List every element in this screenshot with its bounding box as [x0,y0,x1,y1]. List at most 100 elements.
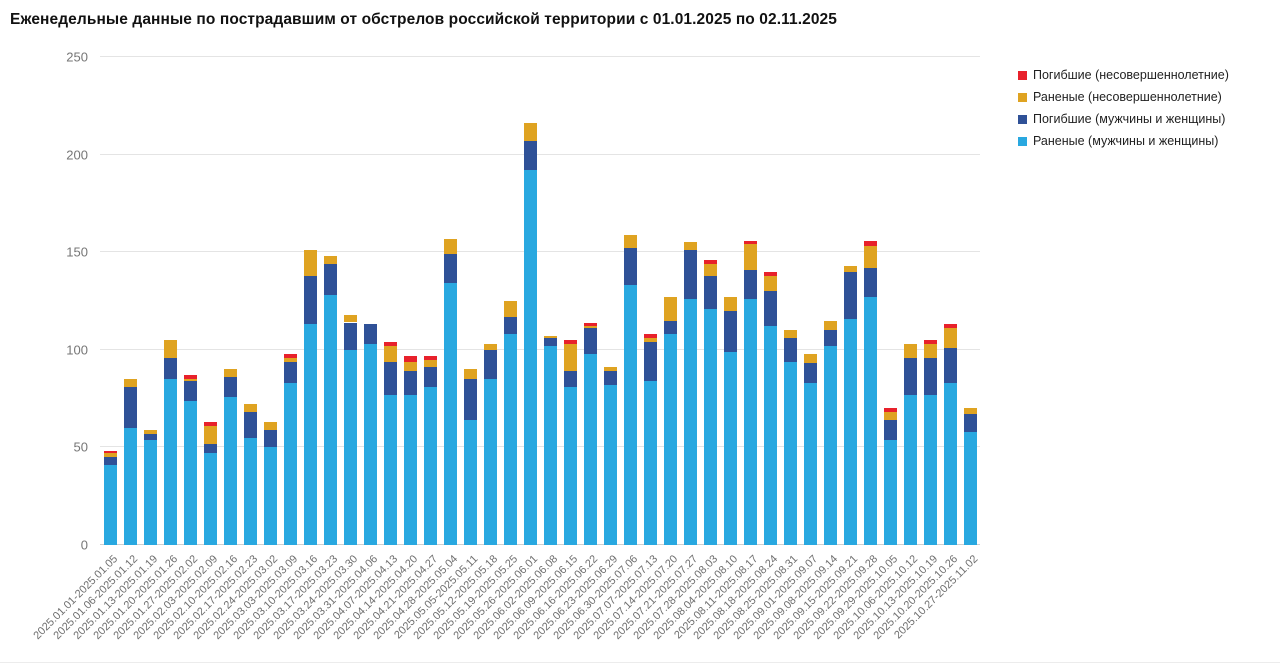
bar-segment [203,422,217,426]
bar-segment [403,355,417,362]
bar-segment [623,234,637,249]
bar-segment [943,324,957,329]
bar-segment [903,357,917,395]
bar-segment [703,308,717,545]
bar-2025.02.03-2025.02.09 [203,57,217,545]
x-axis: 2025.01.01-2025.01.05 2025.01.06-2025.01.… [32,553,981,671]
bar-segment [543,338,557,346]
legend-swatch-icon [1018,114,1027,124]
bar-segment [523,170,537,545]
bar-2025.10.20-2025.10.26 [943,57,957,545]
bar-segment [543,345,557,545]
bar-segment [183,379,197,382]
bar-segment [903,394,917,545]
bar-segment [383,345,397,362]
bar-segment [283,357,297,362]
bar-segment [583,322,597,327]
bar-2025.04.21-2025.04.27 [423,57,437,545]
bar-segment [703,263,717,276]
bar-segment [743,240,757,245]
bar-2025.05.05-2025.05.11 [463,57,477,545]
legend-item: Погибшие (несовершеннолетние) [1018,64,1229,86]
bar-segment [263,447,277,545]
bar-segment [343,314,357,323]
bar-segment [283,361,297,383]
bar-2025.02.24-2025.03.02 [263,57,277,545]
bar-segment [363,324,377,344]
bar-segment [443,254,457,284]
bar-segment [103,457,117,465]
y-tick-label: 200 [66,147,88,163]
bar-segment [803,363,817,383]
bar-segment [323,256,337,264]
bar-segment [383,394,397,545]
bar-2025.07.28-2025.08.03 [703,57,717,545]
bar-2025.05.12-2025.05.18 [483,57,497,545]
bar-segment [183,381,197,401]
bar-segment [423,367,437,387]
bar-segment [883,408,897,413]
bar-2025.01.27-2025.02.02 [183,57,197,545]
bar-segment [483,349,497,380]
bar-segment [923,357,937,395]
bar-segment [843,318,857,545]
gridline [100,446,980,448]
bar-segment [923,340,937,344]
bar-segment [423,355,437,360]
bar-segment [423,386,437,545]
bar-segment [803,353,817,364]
legend-label: Погибшие (несовершеннолетние) [1033,68,1229,82]
bar-2025.06.09-2025.06.15 [563,57,577,545]
bar-segment [943,328,957,348]
bar-segment [643,334,657,339]
bar-segment [143,433,157,440]
y-tick-label: 250 [66,49,88,65]
bar-segment [143,439,157,545]
y-tick-label: 100 [66,342,88,358]
bar-segment [883,420,897,440]
bar-2025.03.10-2025.03.16 [303,57,317,545]
bar-segment [403,361,417,372]
bar-segment [963,408,977,415]
bar-segment [143,429,157,434]
bar-segment [843,265,857,272]
bar-2025.06.23-2025.06.29 [603,57,617,545]
bar-segment [103,464,117,545]
bar-2025.01.01-2025.01.05 [103,57,117,545]
bar-segment [223,369,237,378]
bar-2025.04.14-2025.04.20 [403,57,417,545]
bar-segment [243,437,257,545]
bar-segment [783,330,797,339]
bar-segment [563,343,577,372]
bar-segment [643,342,657,382]
bar-2025.07.07-2025.07.13 [643,57,657,545]
bar-segment [723,297,737,311]
bar-segment [383,361,397,395]
bar-2025.04.07-2025.04.13 [383,57,397,545]
bar-segment [343,349,357,545]
bar-2025.03.31-2025.04.06 [363,57,377,545]
bar-segment [943,347,957,383]
bar-2025.09.15-2025.09.21 [843,57,857,545]
bar-segment [223,396,237,545]
legend-label: Погибшие (мужчины и женщины) [1033,112,1226,126]
bar-segment [103,451,117,454]
bar-segment [463,420,477,545]
bar-segment [163,340,177,358]
bar-2025.10.27-2025.11.02 [963,57,977,545]
bar-segment [743,269,757,300]
bar-segment [603,371,617,385]
bar-segment [683,250,697,300]
bar-segment [903,343,917,358]
legend-item: Раненые (несовершеннолетние) [1018,86,1229,108]
bar-segment [563,340,577,344]
bar-segment [763,275,777,292]
bar-2025.02.10-2025.02.16 [223,57,237,545]
bar-segment [343,322,357,350]
bar-segment [643,381,657,545]
y-tick-label: 0 [80,537,88,553]
bar-2025.05.26-2025.06.01 [523,57,537,545]
bar-2025.07.21-2025.07.27 [683,57,697,545]
legend-swatch-icon [1018,136,1027,146]
bar-2025.07.14-2025.07.20 [663,57,677,545]
